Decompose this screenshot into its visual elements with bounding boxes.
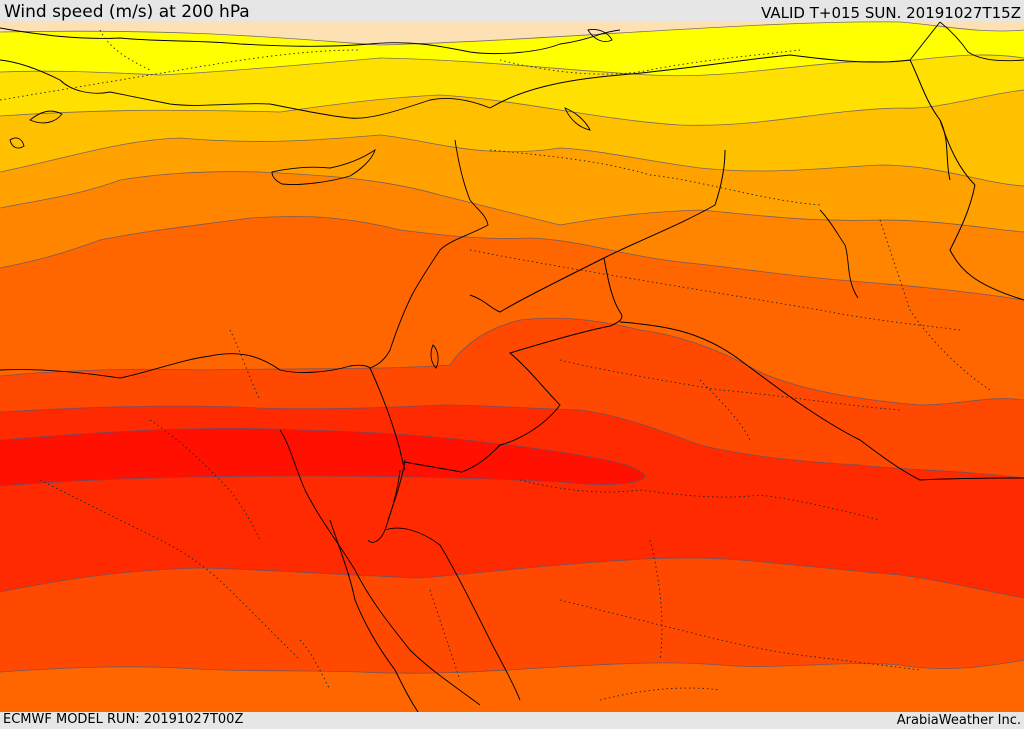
footer-bar: ECMWF MODEL RUN: 20191027T00Z ArabiaWeat… [0,712,1024,729]
speed-band-5 [0,135,1024,232]
speed-band-2 [0,21,1024,76]
model-run-label: ECMWF MODEL RUN: 20191027T00Z [3,712,244,727]
country-borders [0,29,991,701]
speed-band-4 [0,90,1024,186]
speed-band-8 [0,318,1024,478]
speed-band-3 [0,54,1024,126]
map-title: Wind speed (m/s) at 200 hPa [4,2,250,22]
valid-time: VALID T+015 SUN. 20191027T15Z [761,4,1021,22]
national-borders [329,21,1024,712]
speed-band-1 [0,21,1024,45]
credit-label: ArabiaWeather Inc. [896,713,1021,728]
speed-band-11 [0,557,1024,674]
header-bar: Wind speed (m/s) at 200 hPa VALID T+015 … [0,0,1024,22]
speed-band-6 [0,171,1024,300]
wind-speed-map [0,21,1024,712]
speed-band-10 [0,428,645,486]
coastlines [0,21,1024,706]
